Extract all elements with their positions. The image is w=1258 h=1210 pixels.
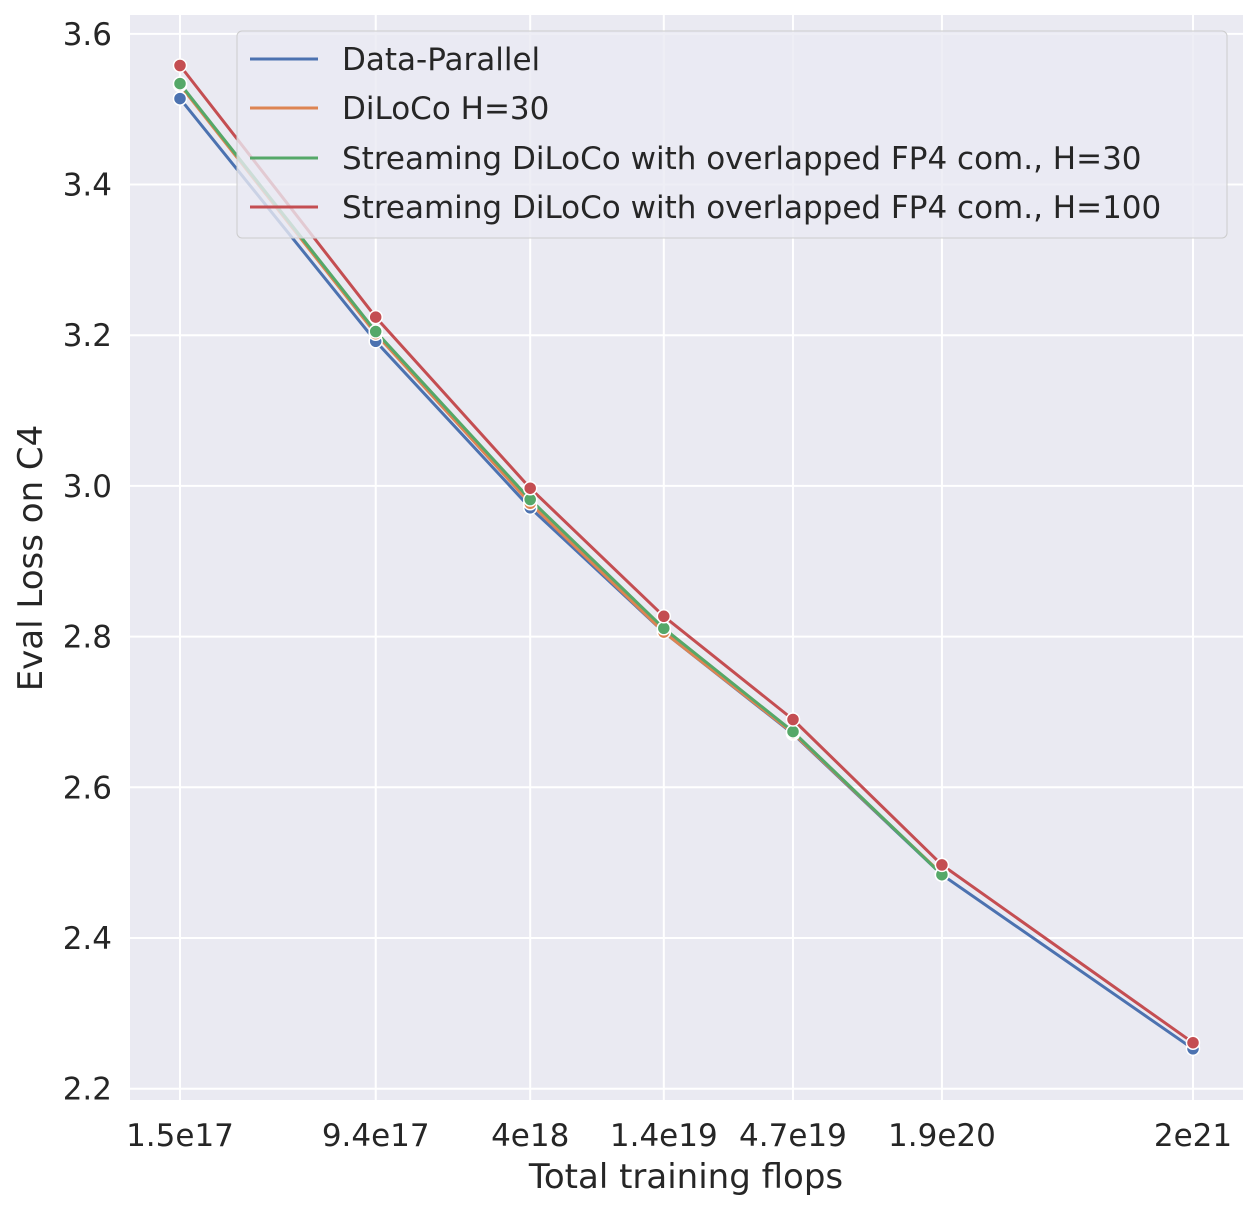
y-tick-label: 2.4 bbox=[63, 921, 112, 957]
series-3-point bbox=[368, 309, 383, 325]
series-3-point bbox=[172, 58, 188, 73]
legend-label-diloco-h30: DiLoCo H=30 bbox=[342, 91, 549, 127]
y-tick-label: 3.0 bbox=[63, 469, 112, 505]
tick-labels: 2.2 2.4 2.6 2.8 3.0 3.2 3.4 3.6 1.5e17 9.4e17 4e18… bbox=[63, 17, 1232, 1154]
series-2-point bbox=[785, 724, 801, 739]
y-tick-label: 2.8 bbox=[63, 620, 112, 656]
legend: Data-Parallel DiLoCo H=30 Streaming DiLo… bbox=[236, 30, 1228, 239]
y-tick-label: 2.2 bbox=[63, 1072, 112, 1108]
x-tick-label: 9.4e17 bbox=[322, 1118, 430, 1154]
series-3-point bbox=[1185, 1035, 1201, 1050]
series-line-2 bbox=[178, 82, 943, 876]
y-axis-label: Eval Loss on C4 bbox=[11, 425, 51, 692]
x-tick-label: 1.5e17 bbox=[126, 1118, 234, 1154]
legend-box bbox=[236, 30, 1228, 239]
y-tick-label: 3.6 bbox=[63, 17, 112, 53]
series-layer bbox=[172, 58, 1201, 1057]
x-tick-label: 1.9e20 bbox=[888, 1118, 996, 1154]
legend-label-streaming-h100: Streaming DiLoCo with overlapped FP4 com… bbox=[342, 190, 1161, 226]
series-3-point bbox=[785, 712, 801, 727]
series-3-point bbox=[522, 480, 538, 496]
x-tick-label: 1.4e19 bbox=[610, 1118, 718, 1154]
series-2-point bbox=[656, 621, 672, 636]
series-2-point bbox=[368, 324, 383, 339]
series-3-point bbox=[656, 609, 672, 624]
x-tick-label: 4e18 bbox=[491, 1118, 569, 1154]
x-axis-label: Total training flops bbox=[528, 1157, 843, 1197]
legend-label-streaming-h30: Streaming DiLoCo with overlapped FP4 com… bbox=[342, 141, 1142, 177]
series-2-point bbox=[172, 76, 188, 91]
x-tick-label: 4.7e19 bbox=[739, 1118, 847, 1154]
x-tick-label: 2e21 bbox=[1154, 1118, 1232, 1154]
y-tick-label: 3.2 bbox=[63, 318, 112, 354]
y-tick-label: 2.6 bbox=[63, 770, 112, 806]
legend-label-data-parallel: Data-Parallel bbox=[342, 42, 540, 78]
series-3-point bbox=[934, 857, 950, 873]
series-0-point bbox=[172, 91, 188, 106]
y-tick-label: 3.4 bbox=[63, 168, 112, 204]
